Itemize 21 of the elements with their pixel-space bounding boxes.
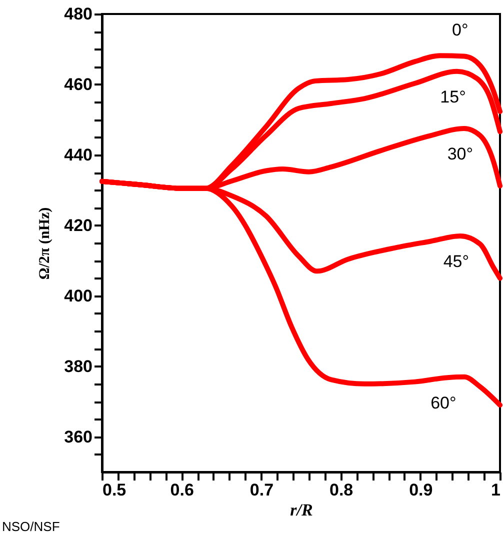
series-label: 15° bbox=[440, 87, 466, 106]
series-label: 60° bbox=[430, 394, 456, 413]
x-tick-label: 0.5 bbox=[102, 480, 126, 500]
series-label: 30° bbox=[447, 144, 474, 164]
y-tick-label: 380 bbox=[64, 356, 92, 376]
y-tick-label: 360 bbox=[64, 427, 92, 446]
x-tick-label: 0.8 bbox=[329, 480, 354, 500]
series-label: 45° bbox=[443, 252, 470, 271]
x-tick-label: 0.6 bbox=[170, 480, 194, 500]
x-axis-title: r/R bbox=[290, 500, 313, 520]
y-tick-label: 420 bbox=[64, 216, 92, 235]
y-tick-label: 480 bbox=[64, 4, 92, 24]
text: NSO/NSF bbox=[2, 519, 60, 534]
x-tick-label: 0.7 bbox=[250, 480, 274, 500]
y-tick-label: 440 bbox=[64, 145, 92, 164]
y-axis-title: Ω/2π (nHz) bbox=[37, 207, 54, 280]
x-tick-label: 1 bbox=[491, 480, 500, 500]
series-label: 0° bbox=[452, 20, 468, 40]
y-tick-label: 460 bbox=[64, 74, 92, 94]
y-tick-label: 400 bbox=[64, 286, 92, 306]
x-tick-label: 0.9 bbox=[409, 480, 433, 500]
